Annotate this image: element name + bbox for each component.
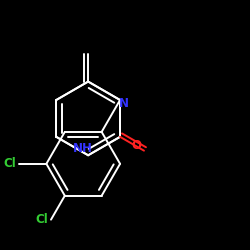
Text: O: O	[131, 139, 141, 152]
Text: Cl: Cl	[3, 157, 16, 170]
Text: NH: NH	[73, 142, 93, 155]
Text: Cl: Cl	[36, 213, 48, 226]
Text: N: N	[119, 98, 129, 110]
